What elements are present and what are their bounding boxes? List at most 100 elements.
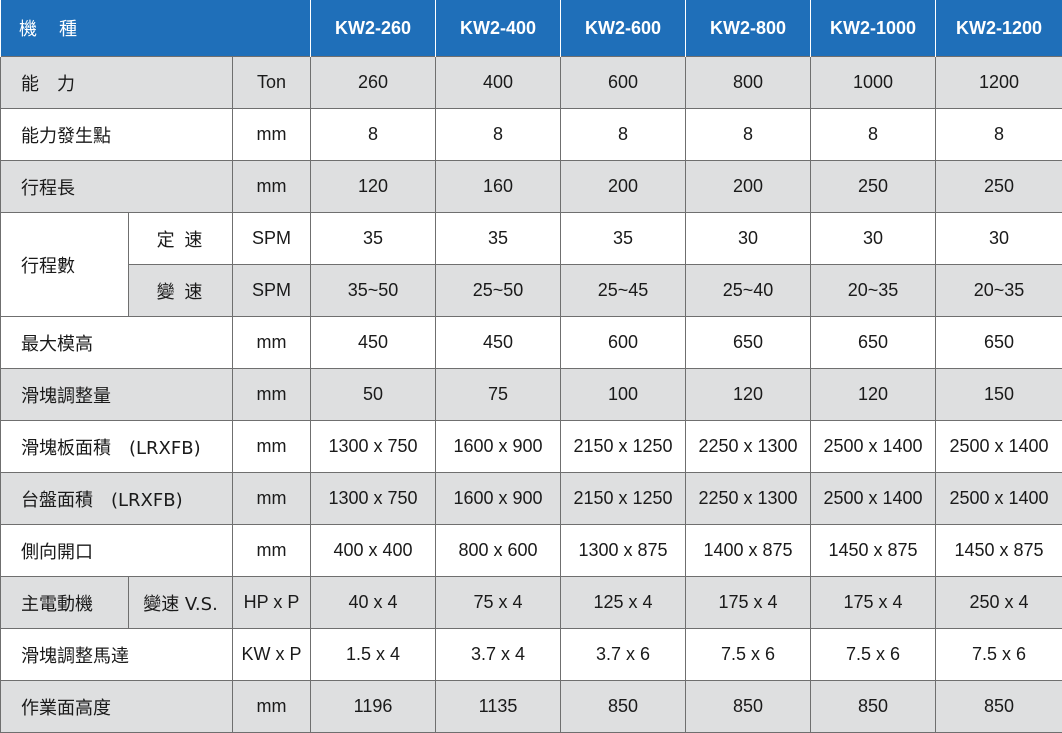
cell-value: 125 x 4 (561, 577, 686, 629)
row-unit: mm (233, 421, 311, 473)
cell-value: 25~45 (561, 265, 686, 317)
cell-value: 8 (936, 109, 1062, 161)
cell-value: 400 x 400 (311, 525, 436, 577)
cell-value: 120 (811, 369, 936, 421)
cell-value: 2500 x 1400 (936, 473, 1062, 525)
cell-value: 40 x 4 (311, 577, 436, 629)
cell-value: 2150 x 1250 (561, 421, 686, 473)
row-unit: mm (233, 109, 311, 161)
cell-value: 7.5 x 6 (686, 629, 811, 681)
cell-value: 75 x 4 (436, 577, 561, 629)
cell-value: 120 (686, 369, 811, 421)
row-unit: SPM (233, 213, 311, 265)
cell-value: 25~50 (436, 265, 561, 317)
cell-value: 35 (311, 213, 436, 265)
row-unit: mm (233, 681, 311, 733)
model-header: KW2-260 (311, 0, 436, 57)
row-label: 行程數 (1, 213, 129, 317)
row-label: 能力發生點 (1, 109, 233, 161)
row-strokes-fixed: 行程數 定 速 SPM 35 35 35 30 30 30 (1, 213, 1062, 265)
model-header: KW2-800 (686, 0, 811, 57)
row-label: 滑塊調整馬達 (1, 629, 233, 681)
row-label: 滑塊調整量 (1, 369, 233, 421)
cell-value: 100 (561, 369, 686, 421)
cell-value: 35 (436, 213, 561, 265)
row-unit: mm (233, 317, 311, 369)
model-header: KW2-600 (561, 0, 686, 57)
cell-value: 1450 x 875 (936, 525, 1062, 577)
cell-value: 850 (811, 681, 936, 733)
row-slide-motor: 滑塊調整馬達 KW x P 1.5 x 4 3.7 x 4 3.7 x 6 7.… (1, 629, 1062, 681)
cell-value: 3.7 x 6 (561, 629, 686, 681)
cell-value: 600 (561, 317, 686, 369)
cell-value: 35 (561, 213, 686, 265)
cell-value: 175 x 4 (686, 577, 811, 629)
cell-value: 150 (936, 369, 1062, 421)
row-strokes-variable: 變 速 SPM 35~50 25~50 25~45 25~40 20~35 20… (1, 265, 1062, 317)
cell-value: 1300 x 750 (311, 473, 436, 525)
cell-value: 2250 x 1300 (686, 421, 811, 473)
cell-value: 850 (561, 681, 686, 733)
cell-value: 260 (311, 57, 436, 109)
cell-value: 450 (311, 317, 436, 369)
row-label: 主電動機 (1, 577, 129, 629)
model-header: KW2-400 (436, 0, 561, 57)
row-label: 作業面高度 (1, 681, 233, 733)
row-label: 行程長 (1, 161, 233, 213)
cell-value: 50 (311, 369, 436, 421)
row-slide-area: 滑塊板面積 (LRXFB) mm 1300 x 750 1600 x 900 2… (1, 421, 1062, 473)
cell-value: 800 (686, 57, 811, 109)
cell-value: 20~35 (811, 265, 936, 317)
cell-value: 1450 x 875 (811, 525, 936, 577)
cell-value: 1600 x 900 (436, 421, 561, 473)
cell-value: 650 (686, 317, 811, 369)
cell-value: 250 x 4 (936, 577, 1062, 629)
cell-value: 1300 x 750 (311, 421, 436, 473)
row-unit: mm (233, 161, 311, 213)
cell-value: 160 (436, 161, 561, 213)
cell-value: 1135 (436, 681, 561, 733)
cell-value: 1200 (936, 57, 1062, 109)
model-header: KW2-1000 (811, 0, 936, 57)
cell-value: 8 (561, 109, 686, 161)
cell-value: 120 (311, 161, 436, 213)
row-main-motor: 主電動機 變速 V.S. HP x P 40 x 4 75 x 4 125 x … (1, 577, 1062, 629)
cell-value: 1196 (311, 681, 436, 733)
row-sublabel: 變速 V.S. (129, 577, 233, 629)
cell-value: 850 (936, 681, 1062, 733)
cell-value: 75 (436, 369, 561, 421)
cell-value: 30 (811, 213, 936, 265)
row-unit: SPM (233, 265, 311, 317)
row-label: 最大模高 (1, 317, 233, 369)
row-work-height: 作業面高度 mm 1196 1135 850 850 850 850 (1, 681, 1062, 733)
cell-value: 2500 x 1400 (811, 421, 936, 473)
cell-value: 7.5 x 6 (811, 629, 936, 681)
cell-value: 2150 x 1250 (561, 473, 686, 525)
row-slide-adjust: 滑塊調整量 mm 50 75 100 120 120 150 (1, 369, 1062, 421)
row-unit: mm (233, 473, 311, 525)
cell-value: 250 (936, 161, 1062, 213)
cell-value: 2500 x 1400 (936, 421, 1062, 473)
cell-value: 3.7 x 4 (436, 629, 561, 681)
cell-value: 30 (936, 213, 1062, 265)
cell-value: 1000 (811, 57, 936, 109)
row-bolster-area: 台盤面積 (LRXFB) mm 1300 x 750 1600 x 900 21… (1, 473, 1062, 525)
cell-value: 1.5 x 4 (311, 629, 436, 681)
cell-value: 2250 x 1300 (686, 473, 811, 525)
row-label: 滑塊板面積 (LRXFB) (1, 421, 233, 473)
cell-value: 400 (436, 57, 561, 109)
row-sublabel: 變 速 (129, 265, 233, 317)
cell-value: 650 (936, 317, 1062, 369)
row-label: 能 力 (1, 57, 233, 109)
row-stroke-length: 行程長 mm 120 160 200 200 250 250 (1, 161, 1062, 213)
cell-value: 850 (686, 681, 811, 733)
row-capacity: 能 力 Ton 260 400 600 800 1000 1200 (1, 57, 1062, 109)
cell-value: 800 x 600 (436, 525, 561, 577)
cell-value: 650 (811, 317, 936, 369)
cell-value: 1600 x 900 (436, 473, 561, 525)
cell-value: 8 (311, 109, 436, 161)
row-sublabel: 定 速 (129, 213, 233, 265)
cell-value: 1400 x 875 (686, 525, 811, 577)
row-unit: KW x P (233, 629, 311, 681)
